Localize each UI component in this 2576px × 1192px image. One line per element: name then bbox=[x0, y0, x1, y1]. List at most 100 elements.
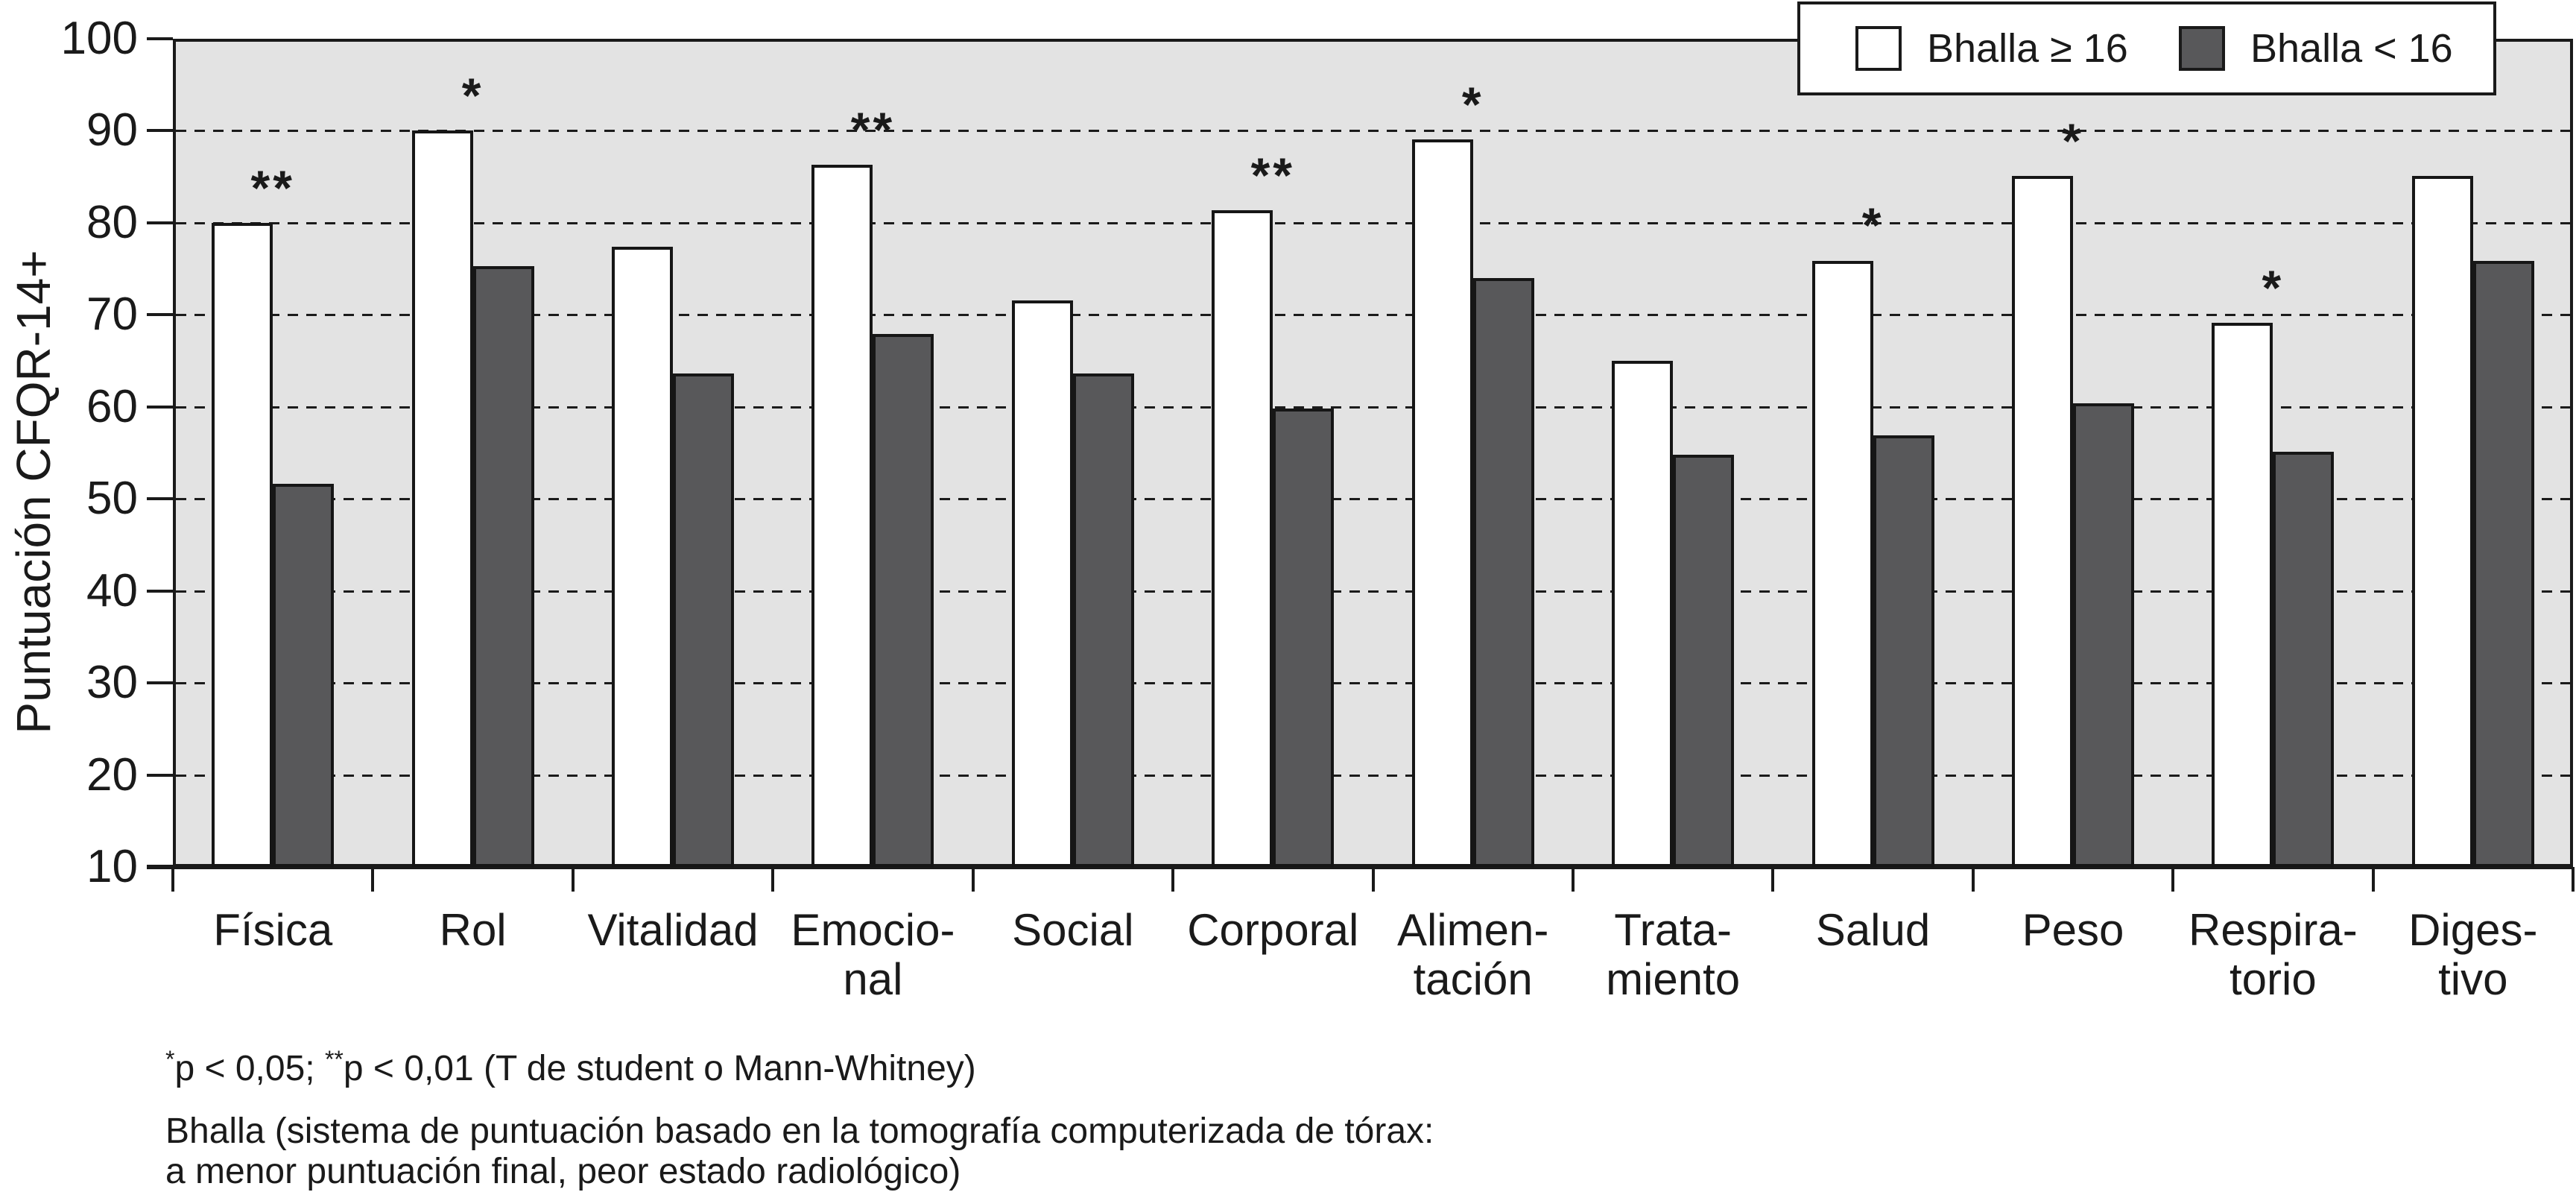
x-axis-label-4: Social bbox=[1012, 905, 1134, 955]
bar-bhalla-lt16-5 bbox=[1273, 409, 1335, 867]
plot-area bbox=[173, 39, 2573, 867]
bar-bhalla-ge16-4 bbox=[1011, 300, 1073, 867]
x-axis-boundary-tick-7 bbox=[1571, 867, 1575, 892]
gridline-30 bbox=[176, 682, 2570, 685]
x-axis-label-3: Emocio-nal bbox=[791, 905, 955, 1004]
significance-marker-9: * bbox=[2062, 113, 2084, 168]
x-axis-boundary-tick-0 bbox=[171, 867, 174, 892]
x-axis-boundary-tick-8 bbox=[1771, 867, 1775, 892]
y-axis-tick-50 bbox=[147, 497, 173, 501]
x-axis-line bbox=[147, 865, 2573, 869]
x-axis-boundary-tick-5 bbox=[1171, 867, 1175, 892]
bar-bhalla-ge16-10 bbox=[2212, 323, 2273, 867]
bar-bhalla-lt16-11 bbox=[2472, 260, 2534, 867]
y-axis-tick-40 bbox=[147, 589, 173, 593]
gridline-90 bbox=[176, 130, 2570, 133]
x-axis-label-6: Alimen-tación bbox=[1397, 905, 1549, 1004]
x-axis-boundary-tick-11 bbox=[2371, 867, 2375, 892]
x-axis-boundary-tick-4 bbox=[971, 867, 975, 892]
bar-bhalla-ge16-7 bbox=[1612, 361, 1674, 867]
bar-bhalla-ge16-8 bbox=[1811, 260, 1873, 867]
y-axis-tick-label-80: 80 bbox=[86, 196, 138, 248]
bar-bhalla-ge16-1 bbox=[411, 130, 473, 867]
y-axis-tick-20 bbox=[147, 773, 173, 777]
x-axis-boundary-tick-1 bbox=[371, 867, 375, 892]
bar-bhalla-lt16-10 bbox=[2273, 452, 2335, 867]
footnote-bhalla-line1: Bhalla (sistema de puntuación basado en … bbox=[165, 1111, 1434, 1151]
bar-bhalla-lt16-6 bbox=[1472, 277, 1534, 867]
footnote-bhalla-line2: a menor puntuación final, peor estado ra… bbox=[165, 1152, 961, 1191]
y-axis-tick-100 bbox=[147, 37, 173, 40]
gridline-20 bbox=[176, 774, 2570, 777]
y-axis-tick-80 bbox=[147, 221, 173, 224]
x-axis-boundary-tick-10 bbox=[2171, 867, 2175, 892]
y-axis-tick-label-60: 60 bbox=[86, 380, 138, 432]
x-axis-label-1: Rol bbox=[439, 905, 507, 955]
y-axis-tick-70 bbox=[147, 313, 173, 317]
x-axis-boundary-tick-6 bbox=[1371, 867, 1375, 892]
y-axis-tick-10 bbox=[147, 865, 173, 868]
bar-bhalla-lt16-9 bbox=[2072, 403, 2134, 867]
footnotes: *p < 0,05; **p < 0,01 (T de student o Ma… bbox=[165, 1038, 1434, 1192]
legend-label-bhalla-ge16: Bhalla ≥ 16 bbox=[1927, 26, 2128, 71]
bar-bhalla-lt16-4 bbox=[1072, 373, 1134, 867]
y-axis-tick-label-100: 100 bbox=[60, 13, 138, 64]
x-axis-label-11: Diges-tivo bbox=[2408, 905, 2538, 1004]
significance-marker-10: * bbox=[2262, 260, 2285, 316]
y-axis-tick-60 bbox=[147, 405, 173, 409]
significance-marker-0: ** bbox=[250, 160, 295, 215]
bar-bhalla-lt16-8 bbox=[1873, 435, 1934, 867]
bar-bhalla-lt16-2 bbox=[673, 373, 735, 867]
gridline-40 bbox=[176, 590, 2570, 593]
significance-marker-8: * bbox=[1861, 198, 1884, 253]
bar-bhalla-ge16-6 bbox=[1411, 139, 1473, 867]
footnote-sup-double-asterisk: ** bbox=[324, 1046, 344, 1073]
x-axis-label-10: Respira-torio bbox=[2189, 905, 2358, 1004]
gridline-70 bbox=[176, 314, 2570, 317]
footnote-bhalla-definition: Bhalla (sistema de puntuación basado en … bbox=[165, 1111, 1434, 1192]
legend-box: Bhalla ≥ 16 Bhalla < 16 bbox=[1797, 1, 2496, 95]
significance-marker-5: ** bbox=[1250, 147, 1295, 203]
y-axis-tick-30 bbox=[147, 681, 173, 685]
x-axis-label-0: Física bbox=[213, 905, 333, 955]
x-axis-label-8: Salud bbox=[1815, 905, 1931, 955]
bar-bhalla-lt16-7 bbox=[1673, 454, 1735, 867]
x-axis-label-2: Vitalidad bbox=[587, 905, 759, 955]
significance-marker-6: * bbox=[1461, 76, 1484, 132]
bar-bhalla-ge16-2 bbox=[612, 246, 674, 867]
bar-bhalla-ge16-9 bbox=[2011, 175, 2073, 867]
y-axis-tick-label-30: 30 bbox=[86, 657, 138, 709]
footnote-sup-single-asterisk: * bbox=[165, 1046, 175, 1073]
x-axis-boundary-tick-12 bbox=[2572, 867, 2575, 892]
y-axis-tick-label-50: 50 bbox=[86, 473, 138, 525]
significance-marker-3: ** bbox=[850, 102, 896, 158]
gridline-60 bbox=[176, 406, 2570, 409]
bar-bhalla-lt16-0 bbox=[273, 484, 335, 867]
x-axis-label-9: Peso bbox=[2022, 905, 2124, 955]
gridline-80 bbox=[176, 221, 2570, 224]
x-axis-label-7: Trata-miento bbox=[1606, 905, 1741, 1004]
y-axis-tick-90 bbox=[147, 129, 173, 133]
bar-bhalla-ge16-11 bbox=[2411, 175, 2473, 867]
bar-bhalla-lt16-1 bbox=[472, 265, 534, 867]
legend-swatch-bhalla-ge16 bbox=[1855, 26, 1902, 71]
significance-marker-1: * bbox=[461, 68, 484, 124]
footnote-significance: *p < 0,05; **p < 0,01 (T de student o Ma… bbox=[165, 1046, 976, 1088]
legend-swatch-bhalla-lt16 bbox=[2179, 26, 2225, 71]
gridline-50 bbox=[176, 498, 2570, 501]
y-axis-tick-label-70: 70 bbox=[86, 288, 138, 341]
y-axis-tick-label-40: 40 bbox=[86, 564, 138, 617]
bar-bhalla-ge16-0 bbox=[212, 222, 273, 867]
x-axis-boundary-tick-2 bbox=[571, 867, 575, 892]
x-axis-label-5: Corporal bbox=[1187, 905, 1359, 955]
bar-bhalla-ge16-3 bbox=[811, 165, 873, 867]
y-axis-tick-label-90: 90 bbox=[86, 104, 138, 157]
y-axis-tick-label-10: 10 bbox=[86, 841, 138, 892]
x-axis-boundary-tick-3 bbox=[771, 867, 775, 892]
bar-bhalla-ge16-5 bbox=[1212, 209, 1273, 867]
bar-bhalla-lt16-3 bbox=[873, 334, 934, 867]
x-axis-boundary-tick-9 bbox=[1971, 867, 1975, 892]
y-axis-tick-label-20: 20 bbox=[86, 748, 138, 801]
legend-label-bhalla-lt16: Bhalla < 16 bbox=[2250, 26, 2453, 71]
